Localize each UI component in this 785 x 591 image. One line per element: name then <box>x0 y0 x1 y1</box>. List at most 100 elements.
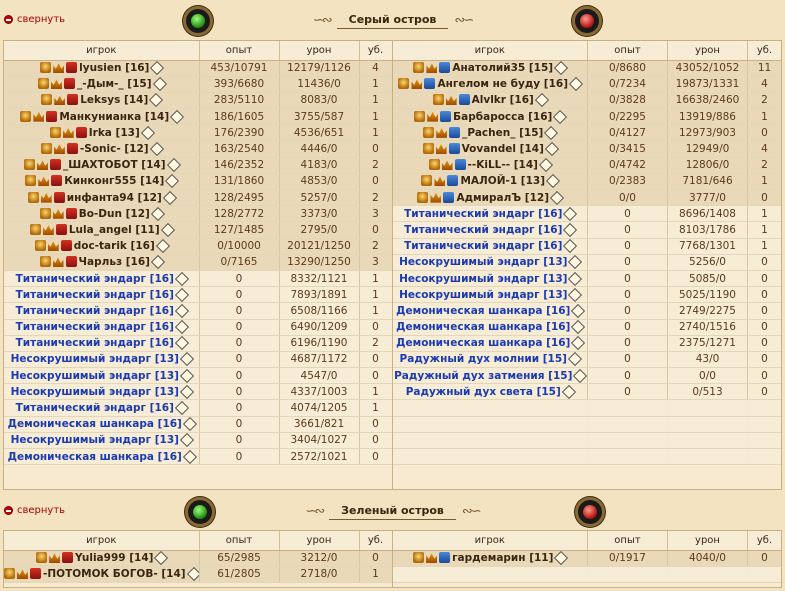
info-diamond-icon[interactable] <box>568 287 583 302</box>
player-name[interactable]: гардемарин [11] <box>452 552 554 565</box>
info-diamond-icon[interactable] <box>154 551 169 566</box>
clan-icon[interactable] <box>458 94 470 106</box>
player-name[interactable]: lyusien [16] <box>79 62 150 75</box>
info-diamond-icon[interactable] <box>554 551 569 566</box>
player-name[interactable]: Несокрушимый эндарг [13] <box>10 434 179 447</box>
player-name[interactable]: Титанический эндарг [16] <box>404 207 563 220</box>
player-name[interactable]: --KiLL-- [14] <box>467 159 538 172</box>
clan-icon[interactable] <box>439 62 451 74</box>
info-diamond-icon[interactable] <box>179 368 194 383</box>
info-diamond-icon[interactable] <box>553 109 568 124</box>
info-diamond-icon[interactable] <box>170 109 185 124</box>
player-name[interactable]: Ангелом не буду [16] <box>437 78 569 91</box>
info-diamond-icon[interactable] <box>554 61 569 76</box>
player-name[interactable]: Анатолий35 [15] <box>452 62 554 75</box>
player-name[interactable]: Alvlkr [16] <box>471 94 534 107</box>
player-name[interactable]: -ПОТОМОК БОГОВ- [14] <box>43 568 186 581</box>
info-diamond-icon[interactable] <box>186 567 198 582</box>
clan-icon[interactable] <box>75 126 87 138</box>
clan-icon[interactable] <box>53 191 65 203</box>
player-name[interactable]: Lula_angel [11] <box>68 223 160 236</box>
info-diamond-icon[interactable] <box>545 174 561 189</box>
info-diamond-icon[interactable] <box>174 336 189 351</box>
clan-icon[interactable] <box>67 94 79 106</box>
clan-icon[interactable] <box>443 191 455 203</box>
clan-icon[interactable] <box>62 552 74 564</box>
info-diamond-icon[interactable] <box>179 352 194 367</box>
info-diamond-icon[interactable] <box>571 320 586 335</box>
info-diamond-icon[interactable] <box>155 239 170 254</box>
player-name[interactable]: _ШАХТОБОТ [14] <box>63 159 166 172</box>
info-diamond-icon[interactable] <box>563 206 578 221</box>
player-name[interactable]: Радужный дух молнии [15] <box>399 353 567 366</box>
info-diamond-icon[interactable] <box>561 384 576 399</box>
player-name[interactable]: Демоническая шанкара [16] <box>7 418 182 431</box>
clan-icon[interactable] <box>448 143 460 155</box>
clan-icon[interactable] <box>30 568 41 580</box>
clan-icon[interactable] <box>66 143 78 155</box>
clan-icon[interactable] <box>63 78 75 90</box>
info-diamond-icon[interactable] <box>160 222 175 238</box>
player-name[interactable]: Несокрушимый эндарг [13] <box>399 256 568 269</box>
clan-icon[interactable] <box>440 110 452 122</box>
player-name[interactable]: Несокрушимый эндарг [13] <box>399 288 568 301</box>
info-diamond-icon[interactable] <box>165 174 180 189</box>
info-diamond-icon[interactable] <box>544 125 559 140</box>
info-diamond-icon[interactable] <box>166 158 181 173</box>
clan-icon[interactable] <box>454 159 466 171</box>
clan-icon[interactable] <box>65 207 77 219</box>
player-name[interactable]: Демоническая шанкара [16] <box>7 450 182 463</box>
clan-icon[interactable] <box>46 110 58 122</box>
player-name[interactable]: Чарльз [16] <box>78 256 150 269</box>
player-name[interactable]: Манкунианка [14] <box>59 110 170 123</box>
player-name[interactable]: Титанический эндарг [16] <box>15 272 174 285</box>
clan-icon[interactable] <box>51 175 63 187</box>
player-name[interactable]: Титанический эндарг [16] <box>15 402 174 415</box>
info-diamond-icon[interactable] <box>534 93 549 108</box>
player-name[interactable]: АдмиралЪ [12] <box>456 191 550 204</box>
info-diamond-icon[interactable] <box>549 190 565 205</box>
clan-icon[interactable] <box>449 126 461 138</box>
player-name[interactable]: Кинконг555 [14] <box>64 175 165 188</box>
info-diamond-icon[interactable] <box>568 271 583 286</box>
info-diamond-icon[interactable] <box>544 141 559 157</box>
info-diamond-icon[interactable] <box>568 255 583 270</box>
player-name[interactable]: _Pachen_ [15] <box>462 126 544 139</box>
info-diamond-icon[interactable] <box>182 417 197 432</box>
clan-icon[interactable] <box>424 78 436 90</box>
info-diamond-icon[interactable] <box>174 303 189 318</box>
info-diamond-icon[interactable] <box>150 255 166 270</box>
clan-icon[interactable] <box>439 552 451 564</box>
clan-icon[interactable] <box>60 240 72 252</box>
collapse-link[interactable]: свернуть <box>4 505 65 516</box>
player-name[interactable]: Титанический эндарг [16] <box>15 288 174 301</box>
player-name[interactable]: Титанический эндарг [16] <box>15 304 174 317</box>
clan-icon[interactable] <box>50 159 61 171</box>
player-name[interactable]: -Sonic- [12] <box>79 143 149 156</box>
player-name[interactable]: Несокрушимый эндарг [13] <box>10 369 179 382</box>
info-diamond-icon[interactable] <box>149 93 164 108</box>
info-diamond-icon[interactable] <box>573 368 587 383</box>
player-name[interactable]: Титанический эндарг [16] <box>404 240 563 253</box>
player-name[interactable]: Несокрушимый эндарг [13] <box>10 385 179 398</box>
info-diamond-icon[interactable] <box>174 320 189 335</box>
info-diamond-icon[interactable] <box>174 400 189 416</box>
player-name[interactable]: Демоническая шанкара [16] <box>396 321 571 334</box>
clan-icon[interactable] <box>66 62 78 74</box>
player-name[interactable]: Bo-Dun [12] <box>78 207 150 220</box>
info-diamond-icon[interactable] <box>538 158 554 173</box>
player-name[interactable]: инфанта94 [12] <box>66 191 162 204</box>
info-diamond-icon[interactable] <box>563 222 578 238</box>
clan-icon[interactable] <box>447 175 459 187</box>
player-name[interactable]: Барбаросса [16] <box>453 110 553 123</box>
info-diamond-icon[interactable] <box>182 449 197 464</box>
player-name[interactable]: _-Дым-_ [15] <box>76 78 152 91</box>
player-name[interactable]: Несокрушимый эндарг [13] <box>10 353 179 366</box>
info-diamond-icon[interactable] <box>567 352 583 367</box>
collapse-link[interactable]: свернуть <box>4 14 65 25</box>
clan-icon[interactable] <box>65 256 77 268</box>
player-name[interactable]: Демоническая шанкара [16] <box>396 337 571 350</box>
info-diamond-icon[interactable] <box>174 271 189 286</box>
player-name[interactable]: Vovandel [14] <box>461 143 544 156</box>
info-diamond-icon[interactable] <box>149 141 164 157</box>
